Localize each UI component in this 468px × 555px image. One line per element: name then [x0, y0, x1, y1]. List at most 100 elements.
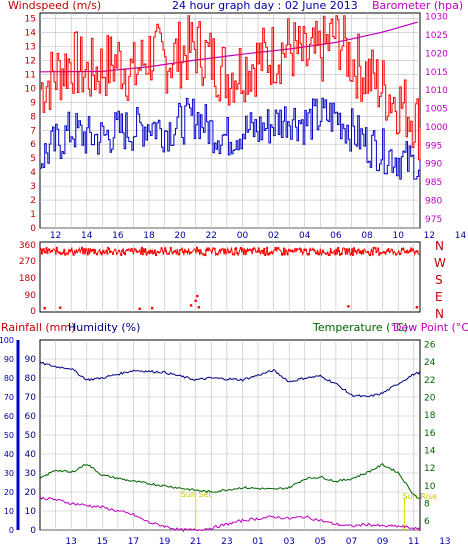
direction-outlier-point	[189, 304, 193, 307]
direction-point	[63, 249, 66, 252]
direction-point	[286, 253, 289, 256]
top-time-label: 16	[112, 231, 124, 241]
wind-barometer-panel: Windspeed (m/s) 24 hour graph day : 02 J…	[8, 0, 467, 241]
temperature-tick: 14	[424, 446, 436, 456]
direction-point	[148, 252, 151, 255]
direction-point	[233, 253, 236, 256]
direction-point	[72, 253, 75, 256]
barometer-series-line	[40, 21, 418, 73]
direction-point	[330, 251, 333, 254]
direction-point	[228, 251, 231, 254]
rainfall-tick: 30	[4, 469, 14, 478]
direction-point	[268, 251, 271, 254]
direction-point	[245, 250, 248, 253]
direction-point	[351, 248, 354, 251]
direction-point	[55, 246, 58, 249]
direction-point	[60, 253, 63, 256]
direction-point	[362, 252, 365, 255]
direction-point	[189, 251, 192, 254]
bottom-time-label: 07	[346, 537, 357, 547]
direction-point	[328, 253, 331, 256]
direction-point	[368, 254, 371, 257]
direction-point	[374, 247, 377, 250]
direction-point	[213, 247, 216, 250]
barometer-tick: 1010	[425, 86, 448, 96]
humidity-tick: 60	[25, 412, 37, 422]
top-time-label: 02	[268, 231, 279, 241]
direction-outlier-point	[197, 306, 201, 309]
direction-point	[109, 251, 112, 253]
direction-point	[99, 252, 102, 254]
rainfall-tick: 100	[0, 336, 14, 345]
direction-point	[185, 250, 188, 253]
temperature-humidity-panel: Rainfall (mm) Humidity (%) Temperature (…	[0, 321, 468, 547]
direction-point	[264, 254, 267, 256]
direction-point	[409, 249, 411, 252]
direction-point	[383, 251, 386, 254]
temperature-tick: 24	[424, 358, 436, 368]
direction-tick-360: 360	[19, 241, 36, 251]
direction-point	[378, 253, 381, 256]
direction-tick-180: 180	[19, 274, 36, 284]
windspeed-tick: 12	[25, 56, 36, 66]
direction-point	[406, 249, 409, 252]
top-time-label: 14	[455, 231, 467, 241]
compass-n-bottom: N	[435, 307, 444, 321]
windspeed-tick: 1	[30, 210, 36, 220]
direction-vertical-gridlines	[55, 242, 415, 312]
temperature-tick: 18	[424, 411, 436, 421]
direction-point	[169, 247, 172, 249]
compass-w: W	[434, 256, 446, 270]
wind-average-series-line	[40, 97, 421, 180]
direction-point	[154, 254, 157, 256]
direction-point	[258, 250, 261, 253]
windspeed-tick: 9	[30, 98, 36, 108]
direction-point	[371, 253, 374, 256]
humidity-tick: 90	[25, 355, 37, 365]
barometer-tick: 975	[425, 215, 442, 225]
direction-point	[353, 247, 355, 250]
direction-point	[64, 253, 67, 256]
windspeed-tick: 11	[25, 70, 36, 80]
direction-point	[398, 253, 401, 256]
bottom-time-label: 03	[283, 537, 294, 547]
direction-point	[107, 246, 110, 249]
humidity-tick: 30	[25, 469, 37, 479]
direction-point	[45, 247, 48, 250]
humidity-tick: 50	[25, 431, 37, 441]
barometer-tick: 980	[425, 196, 442, 206]
direction-point	[275, 249, 278, 252]
direction-point	[207, 249, 210, 252]
direction-tick-labels: 360 270 180 90 0	[19, 241, 36, 317]
direction-point	[92, 248, 95, 251]
direction-point	[141, 253, 144, 256]
direction-point	[153, 249, 156, 252]
direction-point	[282, 252, 284, 255]
direction-point	[324, 252, 327, 255]
direction-point	[407, 251, 410, 254]
direction-point	[86, 253, 89, 256]
direction-point	[204, 254, 207, 257]
direction-point	[165, 250, 168, 253]
sun-set-label: Sun Set	[181, 490, 212, 499]
temperature-tick-labels: 6 8 10 12 14 16 18 20 22 24 26	[424, 340, 436, 527]
direction-point	[334, 253, 337, 256]
direction-point	[216, 253, 219, 256]
direction-outlier-point	[138, 307, 141, 310]
windspeed-tick: 10	[25, 84, 37, 94]
top-time-label: 12	[424, 231, 435, 241]
direction-point	[197, 249, 200, 252]
windspeed-axis-label: Windspeed (m/s)	[8, 0, 101, 12]
bottom-time-label: 05	[315, 537, 326, 547]
rainfall-tick: 20	[4, 488, 14, 497]
direction-point	[83, 252, 86, 255]
direction-point	[102, 249, 105, 252]
bottom-time-label: 19	[159, 537, 171, 547]
top-time-label: 04	[299, 231, 311, 241]
direction-point	[322, 249, 325, 252]
direction-point	[123, 252, 126, 254]
direction-point	[106, 252, 109, 255]
direction-point	[283, 253, 286, 256]
windspeed-tick: 2	[30, 196, 36, 206]
